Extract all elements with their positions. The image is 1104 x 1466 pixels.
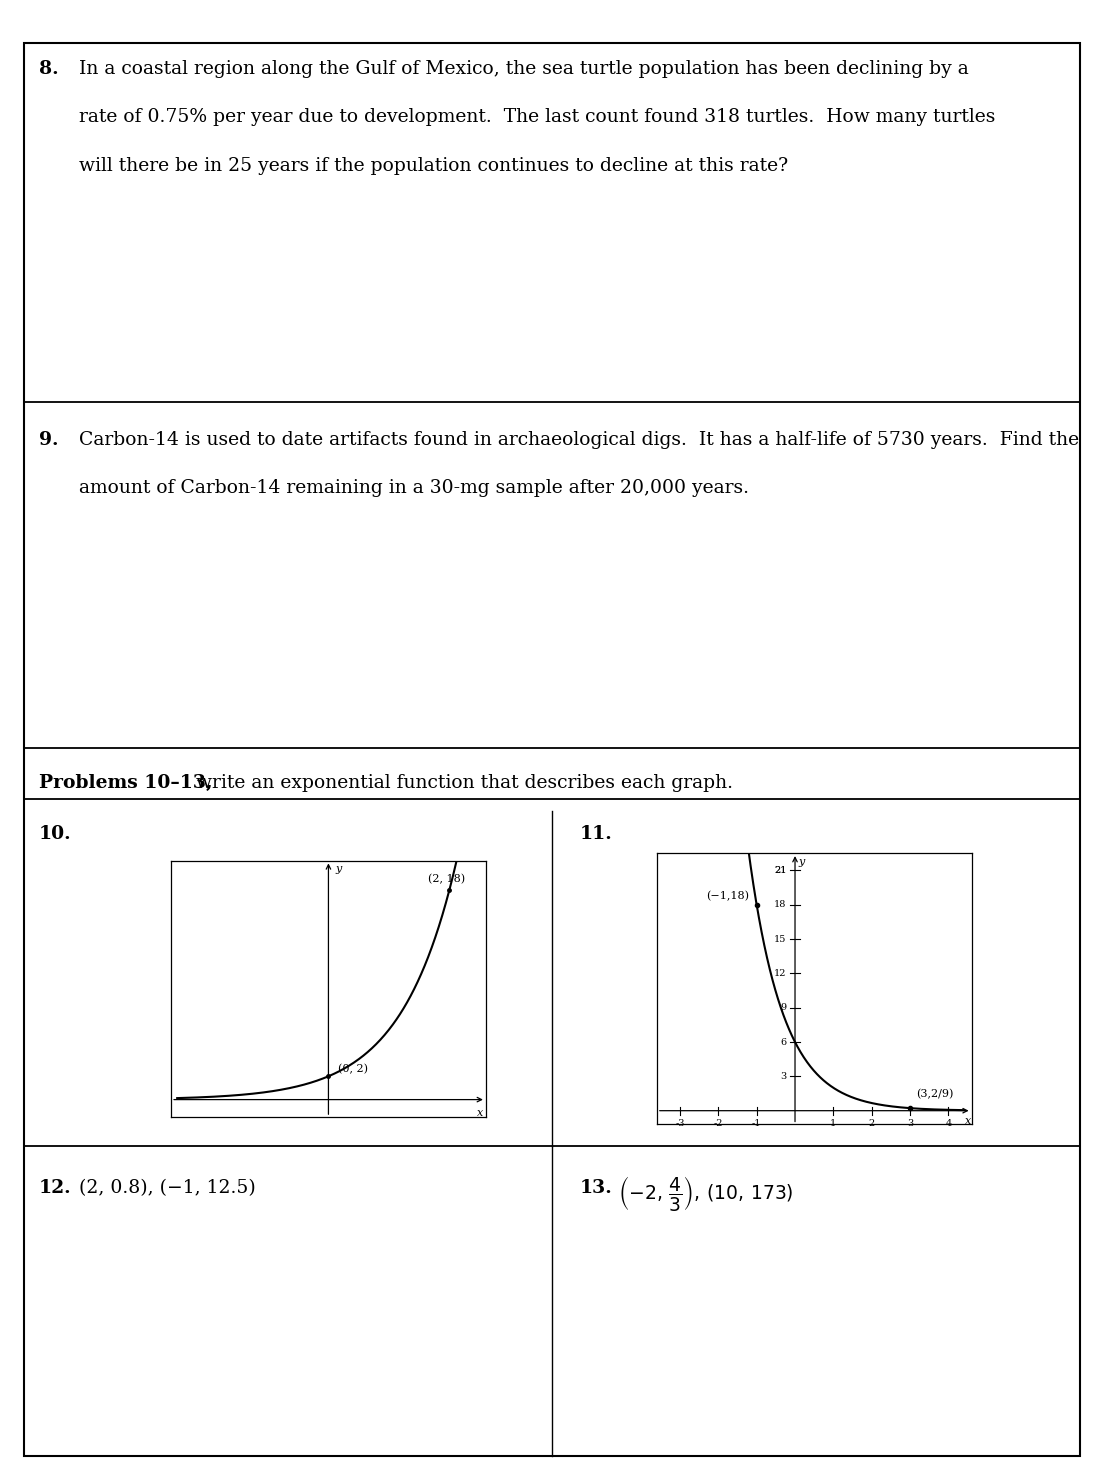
Text: write an exponential function that describes each graph.: write an exponential function that descr… bbox=[190, 774, 733, 792]
Text: 3: 3 bbox=[907, 1119, 913, 1127]
Text: -3: -3 bbox=[676, 1119, 684, 1127]
Text: 6: 6 bbox=[781, 1038, 786, 1047]
Text: 4: 4 bbox=[945, 1119, 952, 1127]
Text: 2: 2 bbox=[869, 1119, 874, 1127]
Text: 10.: 10. bbox=[39, 825, 72, 843]
Text: (3,2/9): (3,2/9) bbox=[916, 1089, 953, 1100]
Text: 1: 1 bbox=[830, 1119, 837, 1127]
Text: Problems 10–13,: Problems 10–13, bbox=[39, 774, 212, 792]
Text: 21: 21 bbox=[774, 866, 786, 875]
Text: (0, 2): (0, 2) bbox=[338, 1064, 368, 1075]
Text: 11.: 11. bbox=[580, 825, 613, 843]
Text: 18: 18 bbox=[774, 900, 786, 909]
Text: rate of 0.75% per year due to development.  The last count found 318 turtles.  H: rate of 0.75% per year due to developmen… bbox=[79, 108, 996, 126]
Text: will there be in 25 years if the population continues to decline at this rate?: will there be in 25 years if the populat… bbox=[79, 157, 788, 174]
Text: 13.: 13. bbox=[580, 1179, 613, 1196]
Text: (2, 0.8), (−1, 12.5): (2, 0.8), (−1, 12.5) bbox=[79, 1179, 256, 1196]
FancyBboxPatch shape bbox=[24, 43, 1080, 1456]
Text: (2, 18): (2, 18) bbox=[428, 874, 466, 884]
Text: -1: -1 bbox=[752, 1119, 762, 1127]
Text: 3: 3 bbox=[781, 1072, 786, 1080]
Text: x: x bbox=[965, 1117, 970, 1126]
Text: 12: 12 bbox=[774, 969, 786, 978]
Text: Carbon-14 is used to date artifacts found in archaeological digs.  It has a half: Carbon-14 is used to date artifacts foun… bbox=[79, 431, 1080, 449]
Text: y: y bbox=[799, 856, 805, 866]
Text: x: x bbox=[477, 1108, 482, 1117]
Text: 12.: 12. bbox=[39, 1179, 72, 1196]
Text: (−1,18): (−1,18) bbox=[705, 891, 749, 902]
Text: -2: -2 bbox=[713, 1119, 723, 1127]
Text: 21: 21 bbox=[774, 866, 786, 875]
Text: In a coastal region along the Gulf of Mexico, the sea turtle population has been: In a coastal region along the Gulf of Me… bbox=[79, 60, 969, 78]
Text: 8.: 8. bbox=[39, 60, 59, 78]
Text: amount of Carbon-14 remaining in a 30-mg sample after 20,000 years.: amount of Carbon-14 remaining in a 30-mg… bbox=[79, 479, 750, 497]
Text: $\left(-2,\,\dfrac{4}{3}\right),\,(10,\,173)$: $\left(-2,\,\dfrac{4}{3}\right),\,(10,\,… bbox=[618, 1174, 794, 1214]
Text: 9: 9 bbox=[781, 1003, 786, 1012]
Text: 9.: 9. bbox=[39, 431, 59, 449]
Text: y: y bbox=[336, 863, 342, 874]
Text: 15: 15 bbox=[774, 934, 786, 944]
